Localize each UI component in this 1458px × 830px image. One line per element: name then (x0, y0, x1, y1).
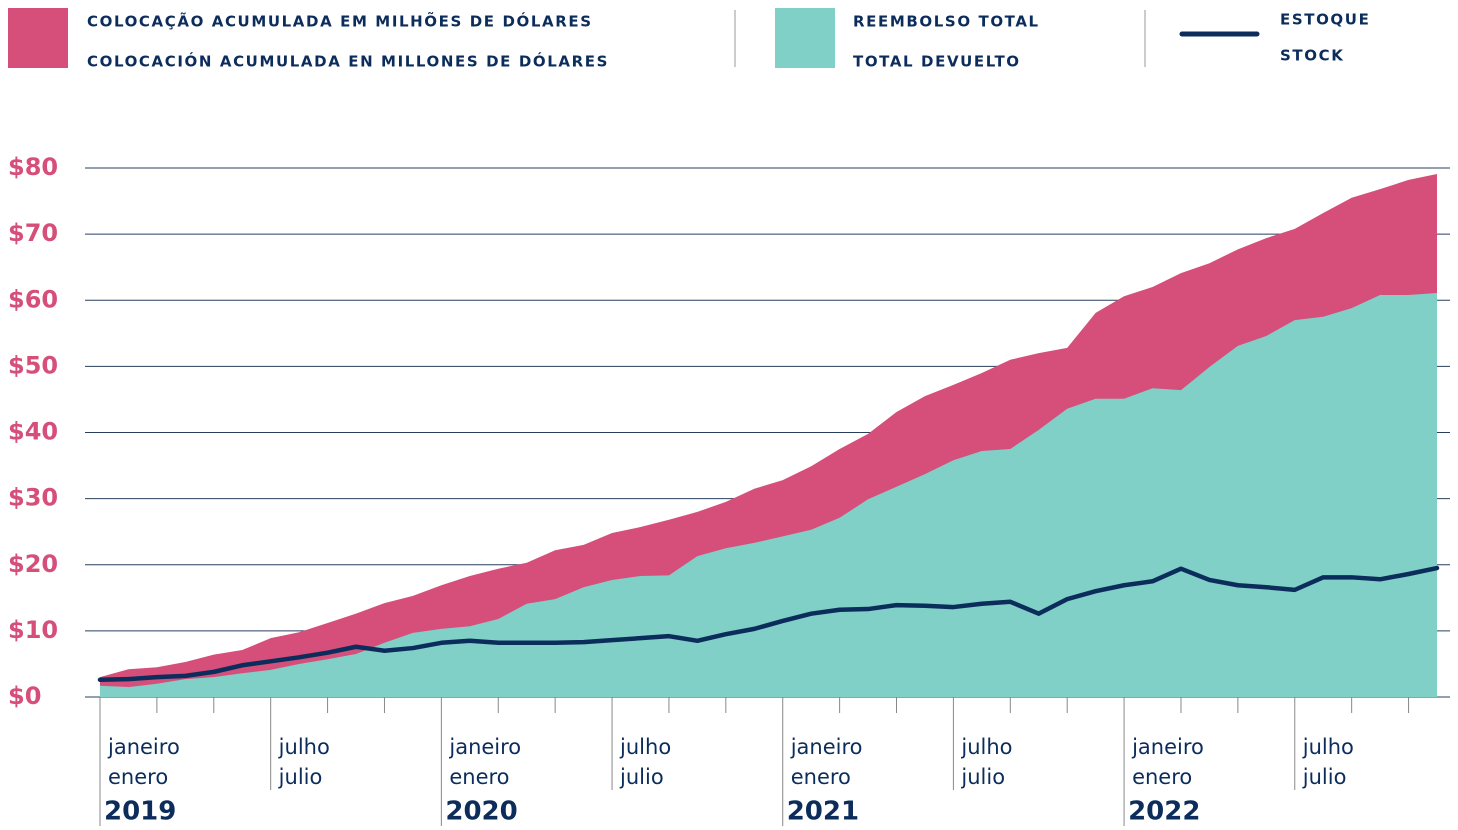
x-tick-label: janeiro (107, 735, 180, 759)
x-tick-label: enero (791, 765, 851, 789)
legend-swatch (775, 8, 835, 68)
legend-label: STOCK (1280, 47, 1344, 65)
x-tick-label: janeiro (790, 735, 863, 759)
y-tick-label: $70 (8, 219, 58, 247)
y-tick-label: $0 (8, 682, 41, 710)
y-tick-label: $80 (8, 153, 58, 181)
x-tick-label: julho (1302, 735, 1354, 759)
x-year-label: 2020 (445, 797, 517, 827)
x-tick-label: julho (960, 735, 1012, 759)
x-tick-label: julio (278, 765, 323, 789)
x-year-label: 2019 (104, 797, 176, 827)
legend-label: ESTOQUE (1280, 11, 1370, 29)
x-tick-label: enero (449, 765, 509, 789)
area (100, 292, 1437, 697)
x-year-label: 2021 (787, 797, 859, 827)
legend-swatch (8, 8, 68, 68)
y-tick-label: $50 (8, 351, 58, 379)
y-tick-label: $10 (8, 616, 58, 644)
y-tick-label: $20 (8, 550, 58, 578)
x-tick-label: enero (1132, 765, 1192, 789)
x-tick-label: julio (960, 765, 1005, 789)
y-tick-label: $30 (8, 484, 58, 512)
line (97, 565, 1440, 683)
y-tick-label: $40 (8, 418, 58, 446)
legend-label: COLOCACIÓN ACUMULADA EN MILLONES DE DÓLA… (87, 52, 609, 71)
x-tick-label: julho (278, 735, 330, 759)
x-tick-label: janeiro (1131, 735, 1204, 759)
legend-label: REEMBOLSO TOTAL (853, 13, 1040, 31)
y-tick-label: $60 (8, 285, 58, 313)
legend-label: TOTAL DEVUELTO (853, 53, 1021, 71)
x-tick-label: julio (1302, 765, 1347, 789)
x-year-label: 2022 (1128, 797, 1200, 827)
x-tick-label: julho (619, 735, 671, 759)
x-tick-label: julio (619, 765, 664, 789)
x-tick-label: janeiro (448, 735, 521, 759)
legend-label: COLOCAÇÃO ACUMULADA EM MILHÕES DE DÓLARE… (87, 12, 593, 31)
x-tick-label: enero (108, 765, 168, 789)
